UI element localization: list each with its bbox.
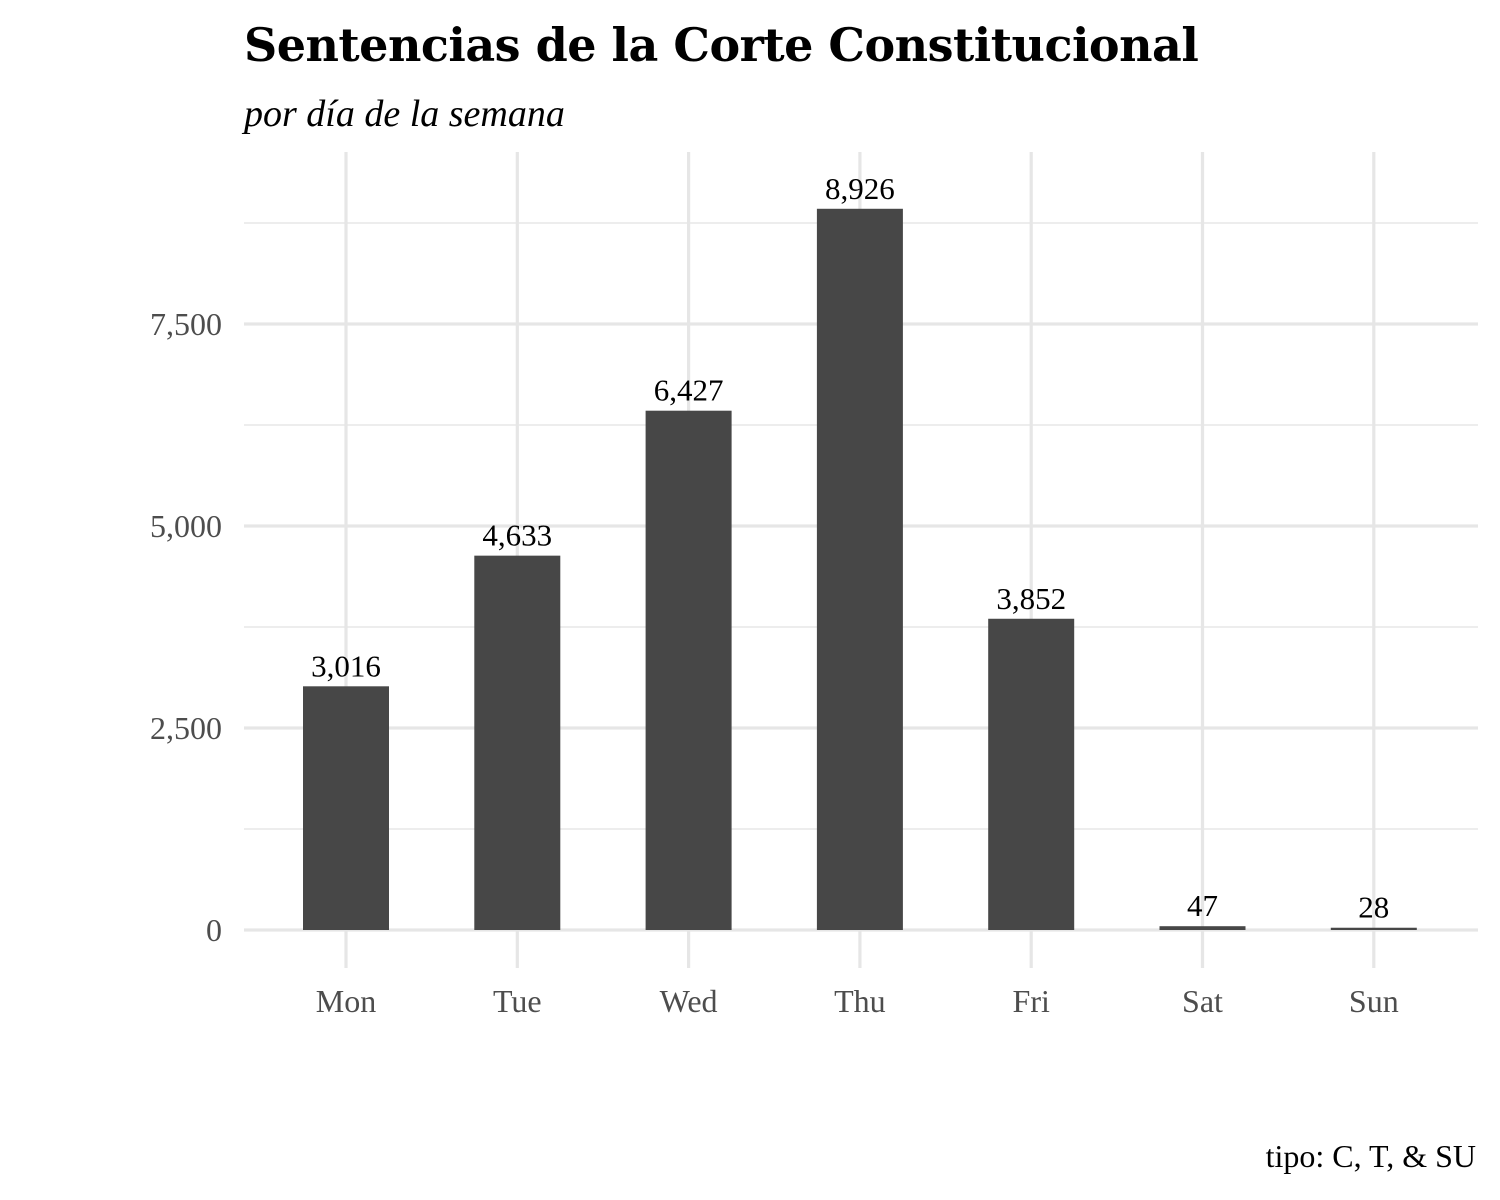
x-tick-label: Mon (316, 983, 376, 1019)
x-tick-label: Wed (660, 983, 718, 1019)
y-tick-label: 5,000 (150, 508, 222, 544)
data-label: 6,427 (654, 373, 724, 408)
y-tick-label: 0 (206, 912, 222, 948)
x-tick-label: Sat (1182, 983, 1223, 1019)
data-label: 28 (1358, 890, 1389, 925)
bar-thu (816, 208, 903, 931)
x-tick-label: Tue (493, 983, 542, 1019)
bar-fri (988, 618, 1075, 930)
y-tick-label: 7,500 (150, 306, 222, 342)
bar-sun (1330, 927, 1417, 930)
chart-title: Sentencias de la Corte Constitucional (244, 18, 1199, 72)
chart-subtitle: por día de la semana (244, 93, 565, 135)
chart-caption: tipo: C, T, & SU (1265, 1138, 1476, 1174)
x-tick-label: Fri (1013, 983, 1050, 1019)
data-label: 3,852 (996, 581, 1066, 616)
x-tick-label: Thu (834, 983, 886, 1019)
data-label: 8,926 (825, 171, 895, 206)
data-label: 47 (1187, 888, 1218, 923)
data-label: 3,016 (311, 648, 381, 683)
bar-mon (303, 686, 389, 930)
bar-tue (474, 555, 561, 930)
x-tick-label: Sun (1349, 983, 1399, 1019)
bar-sat (1159, 926, 1246, 930)
y-tick-label: 2,500 (150, 710, 222, 746)
data-label: 4,633 (482, 518, 552, 553)
bar-wed (645, 410, 732, 931)
